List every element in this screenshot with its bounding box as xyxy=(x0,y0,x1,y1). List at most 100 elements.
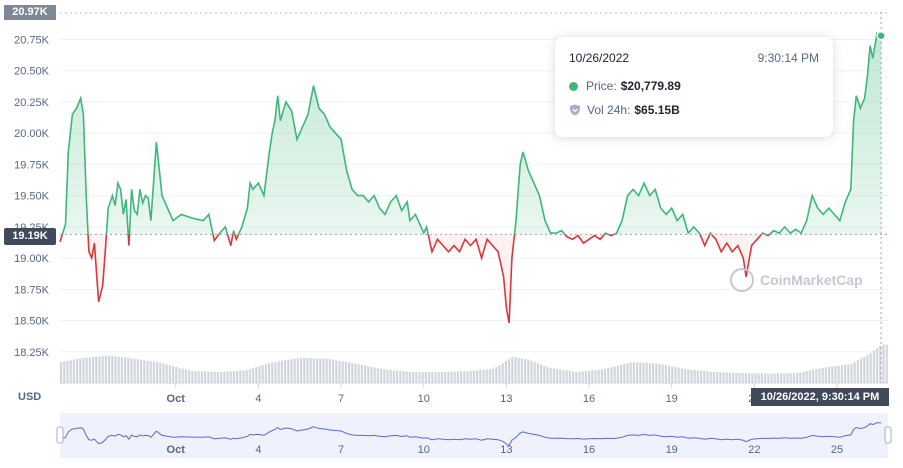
volume-bar xyxy=(719,372,722,383)
price-fill-above xyxy=(60,33,882,235)
volume-bar xyxy=(447,371,450,383)
volume-bar xyxy=(124,357,127,383)
volume-bar xyxy=(796,373,799,383)
volume-bar xyxy=(444,371,447,383)
volume-bar xyxy=(82,357,85,383)
volume-bar xyxy=(716,372,719,383)
volume-bar xyxy=(236,370,239,383)
volume-bar xyxy=(629,362,632,383)
volume-bar xyxy=(524,359,527,383)
crosshair-time-tag: 10/26/2022, 9:30:14 PM xyxy=(751,388,889,406)
volume-bar xyxy=(127,357,130,383)
crosshair xyxy=(876,12,886,383)
volume-bar xyxy=(204,371,207,383)
volume-bar xyxy=(383,369,386,383)
volume-bar xyxy=(60,362,63,383)
volume-bar xyxy=(776,373,779,383)
volume-bar xyxy=(616,365,619,383)
volume-bar xyxy=(786,373,789,383)
tooltip-price-value: $20,779.89 xyxy=(620,79,681,93)
volume-bar xyxy=(860,358,863,383)
crosshair-point xyxy=(876,30,886,41)
tooltip-volume-row: Vol 24h: $65.15B xyxy=(569,103,680,117)
volume-bar xyxy=(559,369,562,383)
volume-bar xyxy=(815,369,818,383)
volume-bar xyxy=(264,364,267,383)
volume-bar xyxy=(789,373,792,383)
volume-bar xyxy=(805,371,808,383)
volume-bar xyxy=(728,372,731,383)
volume-bar xyxy=(863,356,866,383)
volume-bar xyxy=(834,366,837,383)
tooltip-price-label: Price: xyxy=(586,79,617,93)
volume-bar xyxy=(98,356,101,383)
volume-bar xyxy=(104,355,107,383)
volume-bar xyxy=(792,373,795,383)
volume-bar xyxy=(242,370,245,383)
volume-bar xyxy=(495,367,498,383)
volume-bar xyxy=(367,366,370,383)
volume-bar xyxy=(652,363,655,383)
volume-bar xyxy=(661,364,664,383)
volume-bar xyxy=(812,369,815,383)
volume-bar xyxy=(645,363,648,383)
volume-bar xyxy=(136,359,139,383)
x-tick-label: 4 xyxy=(255,393,261,405)
volume-bar xyxy=(338,360,341,383)
volume-bar xyxy=(607,368,610,383)
volume-bar xyxy=(700,370,703,383)
navigator-tick-label: 22 xyxy=(748,444,760,456)
x-tick-label: 10 xyxy=(418,393,430,405)
volume-bar xyxy=(328,359,331,383)
volume-bar xyxy=(287,359,290,383)
volume-bar xyxy=(399,370,402,383)
volume-bar xyxy=(757,373,760,383)
watermark: CoinMarketCap xyxy=(730,268,863,292)
price-dot-icon xyxy=(569,81,578,91)
y-tick-label: 19.50K xyxy=(14,191,50,203)
y-tick-label: 18.75K xyxy=(14,284,50,296)
volume-bar xyxy=(856,360,859,383)
volume-bar xyxy=(184,369,187,383)
volume-bar xyxy=(744,373,747,383)
volume-bar xyxy=(325,358,328,383)
x-tick-label: 7 xyxy=(338,393,344,405)
y-tick-label: 20.00K xyxy=(14,128,50,140)
navigator-tick-label: 19 xyxy=(666,444,678,456)
volume-bar xyxy=(79,358,82,383)
y-tick-label: 19.00K xyxy=(14,253,50,265)
volume-bar xyxy=(88,357,91,383)
volume-bar xyxy=(764,373,767,383)
volume-bar xyxy=(431,372,434,383)
volume-bar xyxy=(584,371,587,383)
volume-bar xyxy=(658,363,661,383)
volume-bar xyxy=(149,361,152,383)
y-axis: 18.25K18.50K18.75K19.00K19.25K19.50K19.7… xyxy=(14,34,50,358)
volume-bar xyxy=(664,365,667,383)
volume-bar xyxy=(501,363,504,383)
volume-bar xyxy=(517,357,520,383)
volume-bar xyxy=(482,369,485,383)
navigator-left-handle[interactable] xyxy=(56,426,64,444)
price-area-fill xyxy=(60,33,882,323)
tooltip-time: 9:30:14 PM xyxy=(757,51,819,65)
volume-bar xyxy=(549,367,552,383)
volume-bar xyxy=(207,371,210,383)
volume-bar xyxy=(748,373,751,383)
volume-bar xyxy=(591,370,594,383)
volume-bar xyxy=(760,373,763,383)
volume-bar xyxy=(866,354,869,383)
volume-bar xyxy=(412,372,415,383)
volume-bar xyxy=(146,360,149,383)
volume-bar xyxy=(703,371,706,383)
volume-bar xyxy=(767,373,770,383)
tooltip-volume-value: $65.15B xyxy=(634,103,680,117)
volume-bar xyxy=(824,367,827,383)
volume-bar xyxy=(885,344,888,383)
volume-bar xyxy=(696,370,699,383)
volume-bar xyxy=(440,371,443,383)
navigator-right-handle[interactable] xyxy=(884,426,892,444)
y-tick-label: 20.25K xyxy=(14,97,50,109)
volume-bar xyxy=(620,364,623,383)
volume-bar xyxy=(876,348,879,383)
